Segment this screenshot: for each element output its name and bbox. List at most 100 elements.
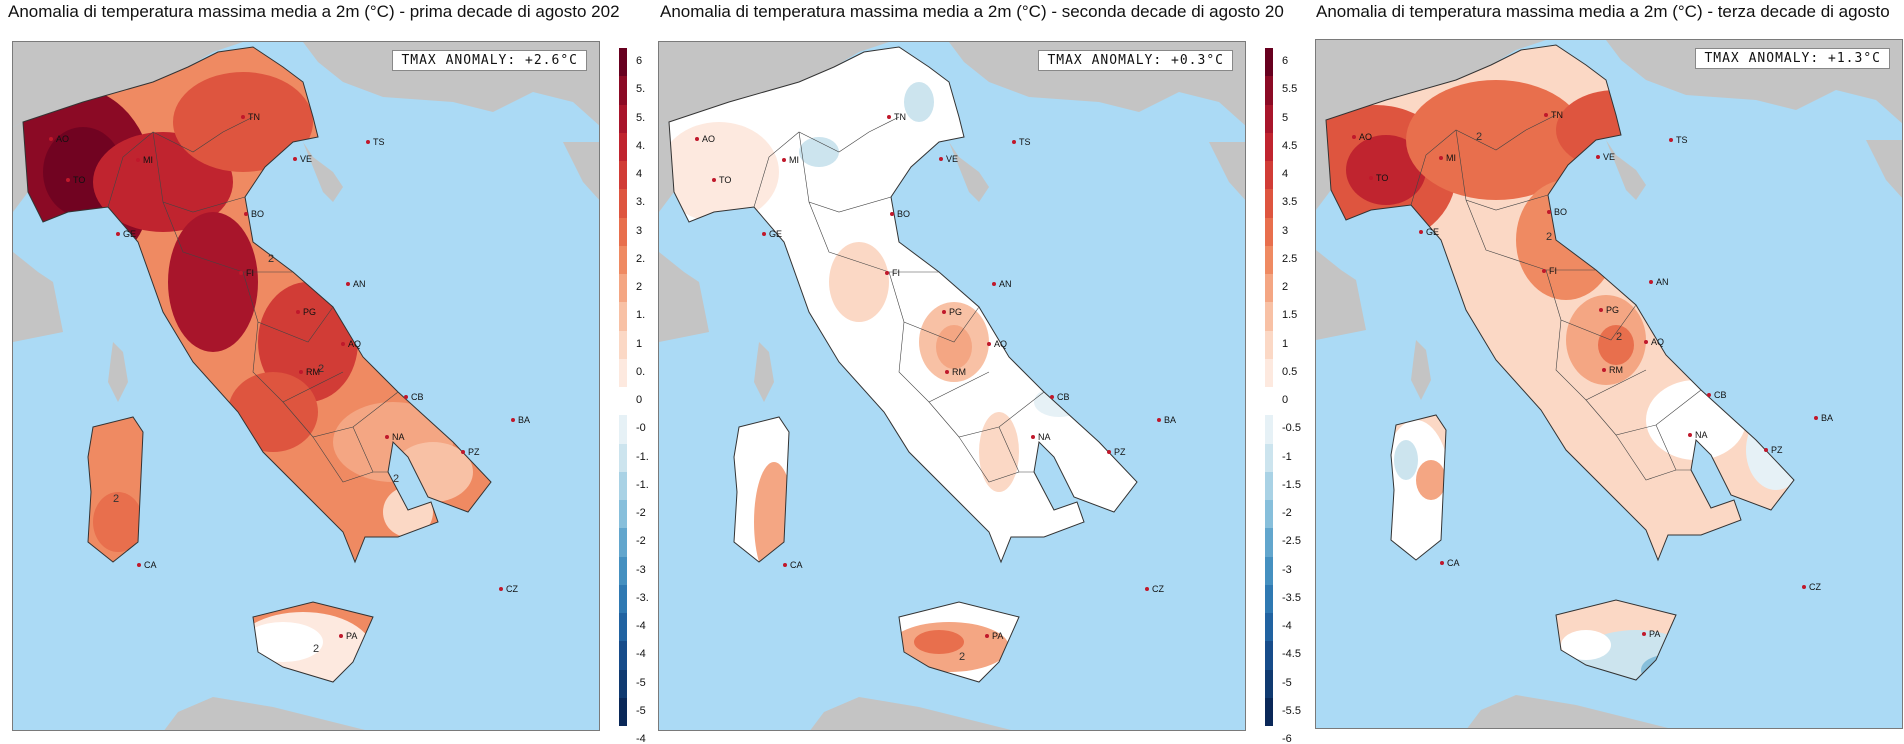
svg-text:AQ: AQ [994, 339, 1007, 349]
svg-text:BO: BO [897, 209, 910, 219]
svg-text:BO: BO [1554, 207, 1567, 217]
colorbar-tick-label: -5 [636, 676, 646, 689]
svg-text:FI: FI [1549, 266, 1557, 276]
svg-text:2: 2 [318, 363, 324, 375]
svg-text:AQ: AQ [1651, 337, 1664, 347]
colorbar-tick-label: -5 [1282, 676, 1292, 689]
svg-text:MI: MI [1446, 153, 1456, 163]
colorbar-tick-label: -4 [1282, 620, 1292, 633]
svg-text:NA: NA [392, 432, 405, 442]
svg-text:NA: NA [1695, 430, 1708, 440]
svg-text:VE: VE [300, 154, 312, 164]
colorbar-tick-label: -3.5 [1282, 591, 1301, 604]
svg-text:AQ: AQ [348, 339, 361, 349]
svg-text:NA: NA [1038, 432, 1051, 442]
colorbar-tick-label: 4.5 [1282, 139, 1298, 152]
svg-text:PZ: PZ [1114, 447, 1126, 457]
svg-text:GE: GE [1426, 227, 1439, 237]
svg-text:TN: TN [1551, 110, 1563, 120]
colorbar-tick-label: -5.5 [1282, 704, 1301, 717]
anomaly-label: TMAX ANOMALY: +1.3°C [1695, 48, 1890, 69]
italy-map: 2 2 2 2 2 AO TO MI GE TN VE TS BO FI AN … [13, 42, 599, 730]
colorbar-tick-label: 5.5 [1282, 83, 1298, 96]
colorbar-tick-label: 1 [636, 337, 643, 350]
colorbar-tick-label: 3.5 [1282, 196, 1298, 209]
svg-text:TS: TS [1676, 135, 1688, 145]
svg-text:PZ: PZ [468, 447, 480, 457]
colorbar-tick-label: 3. [636, 196, 646, 209]
colorbar-tick-label: -1. [636, 478, 649, 491]
anomaly-label: TMAX ANOMALY: +0.3°C [1038, 50, 1233, 71]
colorbar-tick-label: -1 [1282, 450, 1292, 463]
svg-text:TN: TN [248, 112, 260, 122]
svg-text:CA: CA [144, 560, 157, 570]
svg-text:2: 2 [313, 643, 319, 655]
colorbar-tick-label: 6 [636, 55, 643, 68]
colorbar-tick-label: -3. [636, 591, 649, 604]
svg-text:CZ: CZ [506, 584, 518, 594]
colorbar-tick-label: 0. [636, 365, 646, 378]
svg-text:AN: AN [353, 279, 366, 289]
map-title: Anomalia di temperatura massima media a … [1316, 2, 1890, 21]
svg-text:BA: BA [1821, 413, 1833, 423]
colorbar-tick-label: 5. [636, 111, 646, 124]
svg-text:VE: VE [1603, 152, 1615, 162]
svg-text:TO: TO [1376, 173, 1388, 183]
colorbar-tick-label: -6 [1282, 733, 1292, 744]
svg-text:PG: PG [1606, 305, 1619, 315]
anomaly-label: TMAX ANOMALY: +2.6°C [392, 50, 587, 71]
svg-text:2: 2 [393, 473, 399, 485]
svg-text:2: 2 [1476, 131, 1482, 143]
svg-text:TS: TS [373, 137, 385, 147]
svg-text:MI: MI [143, 155, 153, 165]
svg-text:TO: TO [73, 175, 85, 185]
colorbar-tick-label: -0.5 [1282, 422, 1301, 435]
map-title: Anomalia di temperatura massima media a … [660, 2, 1284, 21]
colorbar-tick-label: -4 [636, 620, 646, 633]
svg-text:PZ: PZ [1771, 445, 1783, 455]
colorbar [619, 48, 627, 726]
svg-text:BA: BA [518, 415, 530, 425]
colorbar-tick-label: -4 [636, 648, 646, 661]
svg-text:PG: PG [303, 307, 316, 317]
map-area: 2 2 2 2 2 AO TO MI GE TN VE TS BO FI AN … [12, 41, 600, 731]
map-title: Anomalia di temperatura massima media a … [8, 2, 620, 21]
panel-prima-decade: Anomalia di temperatura massima media a … [0, 0, 657, 744]
svg-text:2: 2 [268, 253, 274, 265]
colorbar-tick-label: -3 [636, 563, 646, 576]
colorbar-tick-label: -0 [636, 422, 646, 435]
svg-text:2: 2 [1616, 331, 1622, 343]
colorbar-tick-label: -2 [636, 507, 646, 520]
colorbar-tick-label: -4 [636, 733, 646, 744]
svg-text:TO: TO [719, 175, 731, 185]
svg-text:CA: CA [1447, 558, 1460, 568]
svg-text:2: 2 [1546, 231, 1552, 243]
colorbar-tick-label: -1. [636, 450, 649, 463]
svg-text:CB: CB [1057, 392, 1070, 402]
colorbar-tick-label: -1.5 [1282, 478, 1301, 491]
colorbar-tick-label: 3 [1282, 224, 1289, 237]
svg-text:PG: PG [949, 307, 962, 317]
colorbar-tick-label: 2.5 [1282, 252, 1298, 265]
svg-text:BA: BA [1164, 415, 1176, 425]
colorbar-tick-label: 2. [636, 252, 646, 265]
colorbar-tick-label: 6 [1282, 55, 1289, 68]
colorbar-tick-label: 1.5 [1282, 309, 1298, 322]
svg-text:AO: AO [56, 134, 69, 144]
colorbar-tick-label: 0 [1282, 394, 1289, 407]
colorbar-tick-label: -2.5 [1282, 535, 1301, 548]
svg-text:CZ: CZ [1152, 584, 1164, 594]
map-area: 2 AO TO MI GE TN VE TS BO FI AN PG AQ RM… [658, 41, 1246, 731]
svg-text:AN: AN [999, 279, 1012, 289]
svg-text:AO: AO [1359, 132, 1372, 142]
svg-text:CA: CA [790, 560, 803, 570]
colorbar [1265, 48, 1273, 726]
colorbar-tick-label: -4.5 [1282, 648, 1301, 661]
colorbar-tick-label: 4 [1282, 168, 1289, 181]
svg-text:TN: TN [894, 112, 906, 122]
svg-text:RM: RM [306, 367, 320, 377]
colorbar-tick-label: -3 [1282, 563, 1292, 576]
colorbar-tick-label: 1 [1282, 337, 1289, 350]
svg-text:FI: FI [246, 268, 254, 278]
panel-seconda-decade: Anomalia di temperatura massima media a … [657, 0, 1313, 744]
